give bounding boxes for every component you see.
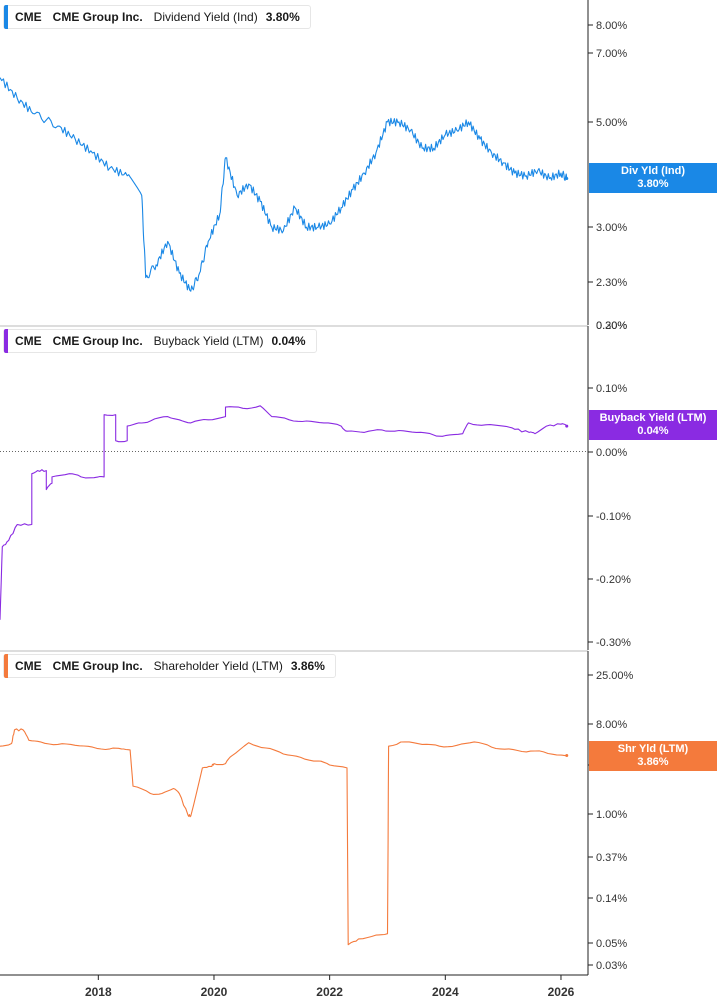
tag-value: 0.04% xyxy=(637,425,669,437)
tag-label: Buyback Yield (LTM) xyxy=(599,412,707,424)
x-tick-label: 2026 xyxy=(548,985,575,999)
panel-2: 25.00%8.00%3.00%1.00%0.37%0.14%0.05%0.03… xyxy=(0,650,634,975)
shareholder-yield-price-tag: Shr Yld (LTM) 3.86% xyxy=(589,741,717,771)
legend-metric: Shareholder Yield (LTM) xyxy=(153,659,283,673)
x-tick-label: 2022 xyxy=(316,985,343,999)
tag-label: Div Yld (Ind) xyxy=(621,165,685,177)
buyback-yield-legend[interactable]: CME CME Group Inc. Buyback Yield (LTM) 0… xyxy=(3,329,317,353)
y-tick-label: -0.10% xyxy=(596,511,631,523)
y-tick-label: -0.20% xyxy=(596,574,631,586)
y-tick-label: 0.05% xyxy=(596,938,627,950)
y-tick-label: 0.30% xyxy=(596,320,627,332)
legend-ticker: CME xyxy=(15,10,42,24)
legend-ticker: CME xyxy=(15,334,42,348)
y-tick-label: 0.03% xyxy=(596,960,627,972)
shareholder-yield-legend[interactable]: CME CME Group Inc. Shareholder Yield (LT… xyxy=(3,654,336,678)
legend-ticker: CME xyxy=(15,659,42,673)
y-tick-label: 0.00% xyxy=(596,447,627,459)
y-tick-label: 25.00% xyxy=(596,670,634,682)
x-axis: 2018 2020 2022 2024 2026 xyxy=(0,974,588,999)
x-tick-label: 2024 xyxy=(432,985,459,999)
chart-panels: 8.00% 7.00% 5.00% 3.00% 2.30% 0.10% 0.00% -0.10… xyxy=(0,0,634,975)
series-color-swatch xyxy=(4,329,8,353)
series-last-point xyxy=(565,754,569,758)
panel-0: 8.00% 7.00% 5.00% 3.00% 2.30% xyxy=(0,0,627,325)
y-tick-label: 5.00% xyxy=(596,117,627,129)
y-tick-label: 0.37% xyxy=(596,852,627,864)
legend-value: 3.80% xyxy=(265,10,300,24)
legend-company: CME Group Inc. xyxy=(52,10,143,24)
series-last-point xyxy=(565,176,569,180)
y-tick-label: 2.30% xyxy=(596,277,627,289)
y-tick-label: 3.00% xyxy=(596,222,627,234)
y-tick-label: 7.00% xyxy=(596,48,627,60)
buyback-yield-price-tag: Buyback Yield (LTM) 0.04% xyxy=(589,410,717,440)
series-last-point xyxy=(565,424,569,428)
y-tick-label: 1.00% xyxy=(596,809,627,821)
legend-value: 0.04% xyxy=(271,334,306,348)
legend-value: 3.86% xyxy=(290,659,325,673)
y-tick-label: -0.30% xyxy=(596,637,631,649)
legend-metric: Dividend Yield (Ind) xyxy=(153,10,258,24)
dividend-yield-price-tag: Div Yld (Ind) 3.80% xyxy=(589,163,717,193)
x-tick-label: 2018 xyxy=(85,985,112,999)
y-tick-label: 8.00% xyxy=(596,20,627,32)
y-tick-label: 0.20% xyxy=(596,320,627,332)
dividend-yield-legend[interactable]: CME CME Group Inc. Dividend Yield (Ind) … xyxy=(3,5,311,29)
series-line-2 xyxy=(0,728,567,946)
x-tick-label: 2020 xyxy=(201,985,228,999)
tag-label: Shr Yld (LTM) xyxy=(617,743,689,755)
series-color-swatch xyxy=(4,5,8,29)
legend-metric: Buyback Yield (LTM) xyxy=(153,334,264,348)
series-line-0 xyxy=(0,77,568,292)
legend-company: CME Group Inc. xyxy=(52,334,143,348)
y-tick-label: 0.14% xyxy=(596,893,627,905)
series-color-swatch xyxy=(4,654,8,678)
y-tick-label: 0.10% xyxy=(596,383,627,395)
tag-value: 3.80% xyxy=(637,178,669,190)
panel-1: 0.10% 0.00% -0.10% -0.20% -0.30% 0.20%0.30% xyxy=(0,320,631,650)
y-tick-label: 8.00% xyxy=(596,719,627,731)
tag-value: 3.86% xyxy=(637,756,669,768)
legend-company: CME Group Inc. xyxy=(52,659,143,673)
series-line-1 xyxy=(0,405,568,620)
